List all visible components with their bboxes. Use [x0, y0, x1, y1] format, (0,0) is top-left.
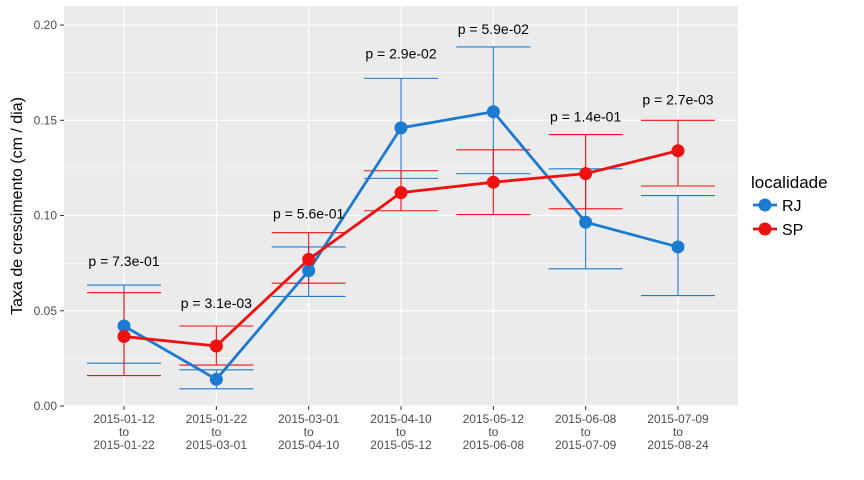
data-point-rj: [302, 264, 316, 278]
data-point-sp: [486, 175, 500, 189]
legend-items: RJ SP: [753, 198, 803, 239]
p-value-label: p = 5.6e-01: [273, 206, 344, 222]
y-tick-label: 0.05: [34, 304, 58, 318]
x-tick-label: 2015-06-08: [463, 438, 525, 452]
x-tick-label: to: [581, 425, 591, 439]
x-tick-label: to: [673, 425, 683, 439]
x-tick-label: to: [211, 425, 221, 439]
data-point-sp: [671, 144, 685, 158]
x-tick-label: 2015-01-22: [93, 438, 155, 452]
legend-key-point-sp: [758, 222, 772, 236]
p-value-label: p = 2.9e-02: [365, 46, 436, 62]
legend-title: localidade: [751, 173, 828, 192]
data-point-rj: [209, 372, 223, 386]
x-tick-label: to: [304, 425, 314, 439]
p-value-annotations: p = 7.3e-01 p = 3.1e-03 p = 5.6e-01 p = 2.9…: [88, 21, 713, 311]
p-value-label: p = 7.3e-01: [88, 253, 159, 269]
legend-key-point-rj: [758, 198, 772, 212]
data-point-rj: [486, 105, 500, 119]
y-axis-label: Taxa de crescimento (cm / dia): [9, 97, 26, 315]
x-tick-label: 2015-03-01: [186, 438, 248, 452]
series-layer: [87, 46, 715, 390]
y-axis-ticks: 0.00 0.05 0.10 0.15 0.20: [34, 18, 64, 413]
y-tick-label: 0.10: [34, 209, 58, 223]
p-value-label: p = 2.7e-03: [642, 91, 713, 107]
x-tick-label: 2015-01-12: [93, 412, 155, 426]
x-tick-label: 2015-07-09: [647, 412, 709, 426]
data-point-sp: [209, 339, 223, 353]
data-point-sp: [394, 186, 408, 200]
x-tick-label: 2015-04-10: [370, 412, 432, 426]
y-tick-label: 0.00: [34, 399, 58, 413]
x-tick-label: 2015-05-12: [463, 412, 525, 426]
p-value-label: p = 1.4e-01: [550, 108, 621, 124]
p-value-label: p = 5.9e-02: [458, 21, 529, 37]
x-tick-label: 2015-04-10: [278, 438, 340, 452]
x-tick-label: 2015-05-12: [370, 438, 432, 452]
x-tick-label: 2015-03-01: [278, 412, 340, 426]
data-point-rj: [117, 319, 131, 333]
data-point-sp: [579, 167, 593, 181]
x-tick-label: to: [119, 425, 129, 439]
p-value-label: p = 3.1e-03: [181, 295, 252, 311]
x-tick-label: 2015-01-22: [186, 412, 248, 426]
x-tick-label: to: [396, 425, 406, 439]
x-tick-label: 2015-06-08: [555, 412, 617, 426]
x-tick-label: to: [488, 425, 498, 439]
data-point-rj: [579, 215, 593, 229]
legend-label-sp: SP: [782, 222, 803, 239]
x-axis-ticks: 2015-01-12to2015-01-222015-01-22to2015-0…: [93, 406, 709, 452]
data-point-sp: [302, 252, 316, 266]
x-tick-label: 2015-08-24: [647, 438, 709, 452]
x-tick-label: 2015-07-09: [555, 438, 617, 452]
data-point-sp: [117, 329, 131, 343]
y-tick-label: 0.15: [34, 113, 58, 127]
y-tick-label: 0.20: [34, 18, 58, 32]
legend: localidade RJ SP: [751, 173, 828, 239]
legend-label-rj: RJ: [782, 198, 802, 215]
data-point-rj: [671, 240, 685, 254]
data-point-rj: [394, 121, 408, 135]
